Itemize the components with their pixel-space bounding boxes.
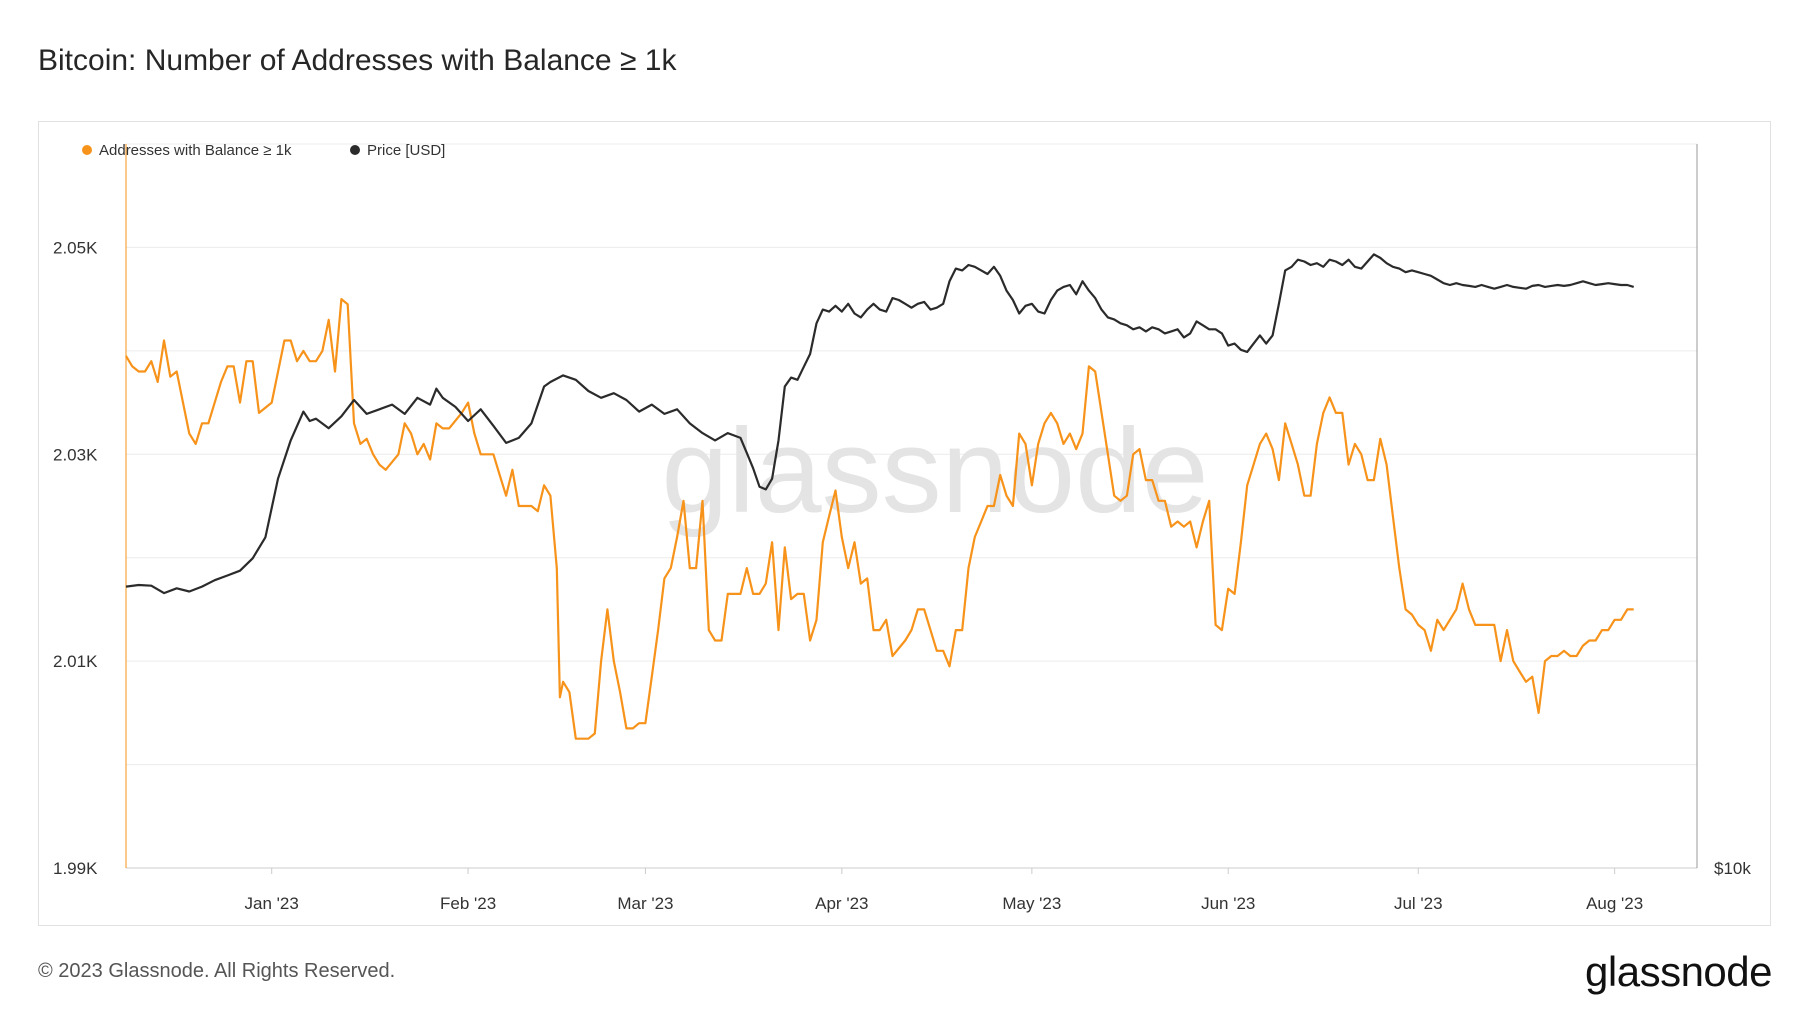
price-series-line [125, 253, 1635, 595]
legend-addresses-label[interactable]: Addresses with Balance ≥ 1k [99, 142, 292, 159]
y-axis-ticks: 2.05K 2.03K 2.01K 1.99K $10k [53, 238, 1751, 878]
legend-price-marker [350, 145, 360, 155]
chart-title: Bitcoin: Number of Addresses with Balanc… [38, 44, 677, 77]
legend: Addresses with Balance ≥ 1k Price [USD] [82, 142, 445, 159]
y2-tick-label: $10k [1714, 859, 1751, 878]
legend-price-label[interactable]: Price [USD] [367, 142, 445, 159]
y-tick-label: 2.05K [53, 238, 98, 257]
x-tick-label: May '23 [1002, 894, 1061, 913]
x-axis-ticks: Jan '23 Feb '23 Mar '23 Apr '23 May '23 Jun '… [245, 868, 1643, 913]
y-tick-label: 1.99K [53, 859, 98, 878]
series-lines [125, 253, 1635, 740]
x-tick-label: Jul '23 [1394, 894, 1443, 913]
copyright-footer: © 2023 Glassnode. All Rights Reserved. [38, 960, 396, 982]
watermark: glassnode [661, 404, 1208, 538]
glassnode-logo: glassnode [1585, 948, 1772, 995]
x-tick-label: Feb '23 [440, 894, 496, 913]
x-tick-label: Apr '23 [815, 894, 868, 913]
legend-addresses-marker [82, 145, 92, 155]
y-tick-label: 2.03K [53, 445, 98, 464]
chart-svg[interactable]: glassnode 2.05K 2.03K 2.01K 1.99K $10k Jan '… [39, 122, 1772, 927]
chart-panel: glassnode 2.05K 2.03K 2.01K 1.99K $10k Jan '… [38, 121, 1771, 926]
y-tick-label: 2.01K [53, 652, 98, 671]
x-tick-label: Mar '23 [617, 894, 673, 913]
axes [125, 143, 1698, 869]
gridlines [126, 246, 1697, 766]
x-tick-label: Jun '23 [1201, 894, 1255, 913]
addresses-series-line [125, 298, 1634, 740]
x-tick-label: Aug '23 [1586, 894, 1643, 913]
x-tick-label: Jan '23 [245, 894, 299, 913]
